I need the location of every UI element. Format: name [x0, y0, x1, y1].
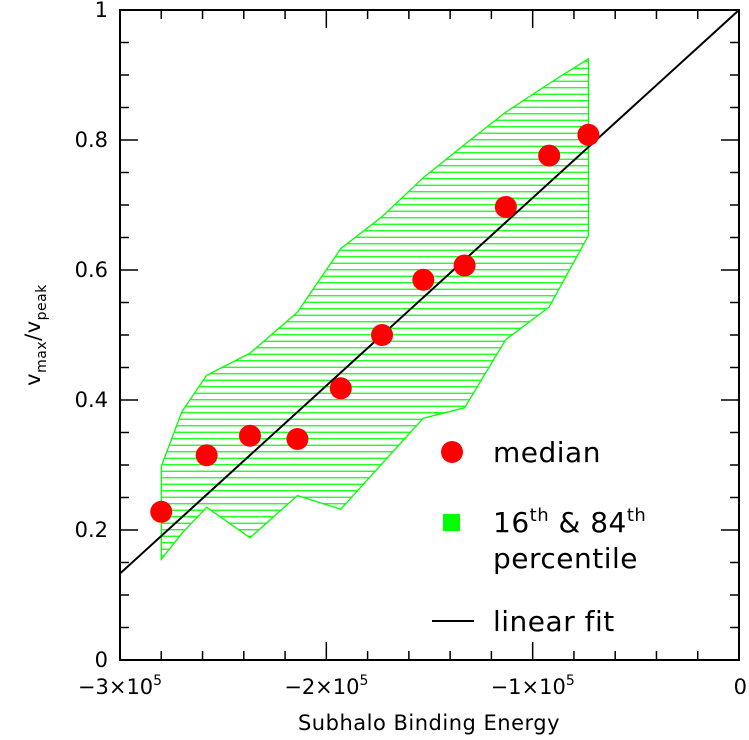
x-axis-title: Subhalo Binding Energy — [298, 711, 560, 735]
y-axis-title: vmax/vpeak — [21, 284, 50, 386]
x-tick-label: −2×105 — [284, 673, 368, 699]
median-point — [538, 144, 561, 167]
legend: median 16th & 84th percentile linear fit — [432, 436, 646, 638]
linear-fit-layer — [120, 10, 739, 575]
median-point — [195, 444, 218, 467]
median-point — [412, 268, 435, 291]
median-points-layer — [150, 123, 600, 523]
y-tick-label: 0.2 — [75, 518, 108, 542]
median-point — [577, 123, 600, 146]
legend-median-label: median — [493, 436, 601, 469]
legend-percentile-label: 16th & 84th — [493, 505, 646, 539]
legend-percentile-marker — [443, 514, 460, 531]
median-point — [329, 377, 352, 400]
median-point — [286, 428, 309, 450]
x-tick-label: −1×105 — [491, 673, 575, 699]
y-tick-label: 0 — [95, 648, 108, 672]
percentile-band-layer — [160, 57, 590, 562]
percentile-band — [160, 57, 590, 562]
median-point — [453, 254, 476, 277]
y-tick-label: 0.6 — [75, 258, 108, 282]
linear-fit-line — [120, 10, 739, 575]
legend-percentile-label-2: percentile — [493, 542, 638, 575]
axis-tick-labels: 0 0.2 0.4 0.6 0.8 1 −3×105 −2×105 −1×105 0 — [75, 0, 747, 699]
median-point — [238, 424, 261, 447]
median-point — [494, 195, 517, 218]
x-tick-label: −3×105 — [78, 673, 162, 699]
y-tick-label: 0.4 — [75, 388, 108, 412]
axis-ticks — [119, 9, 740, 661]
y-tick-label: 0.8 — [75, 128, 108, 152]
y-tick-label: 1 — [95, 0, 108, 22]
x-tick-label: 0 — [734, 675, 747, 699]
median-point — [371, 324, 394, 346]
legend-median-marker — [441, 441, 463, 463]
legend-linear-fit-label: linear fit — [493, 605, 615, 638]
median-point — [150, 500, 173, 523]
